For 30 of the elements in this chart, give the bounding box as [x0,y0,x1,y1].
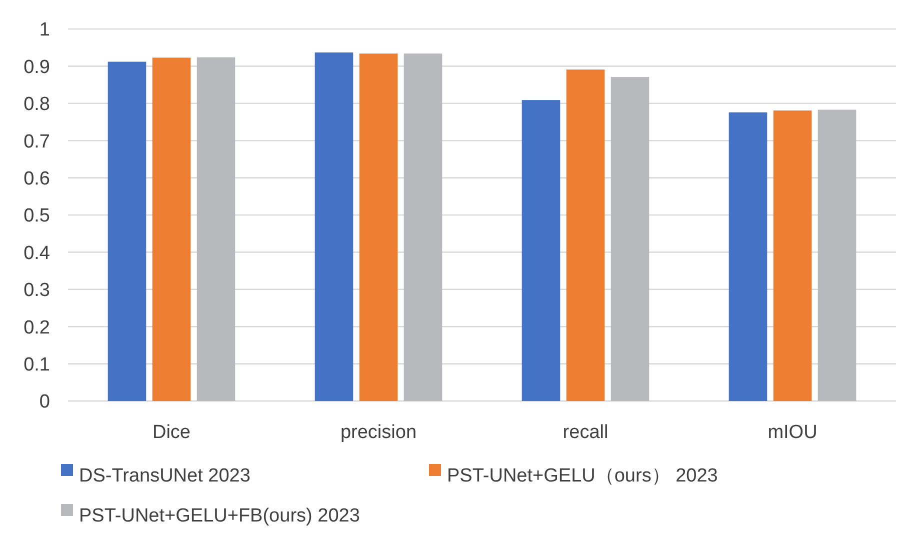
bar [610,76,650,401]
bar [196,57,236,401]
x-tick-label: Dice [152,422,191,443]
y-tick-label: 0.3 [24,280,50,302]
x-tick-label: mIOU [768,422,818,443]
legend-label: PST-UNet+GELU（ours） 2023 [447,466,718,487]
bar [404,54,442,401]
y-tick-label: 0 [39,392,50,413]
x-tick-label: recall [562,422,608,443]
bar [152,58,191,401]
bar [108,62,146,401]
y-tick-label: 0.8 [24,94,50,116]
y-tick-label: 0.7 [24,131,50,152]
x-tick-label: precision [340,422,417,443]
y-tick-label: 0.6 [24,168,50,190]
bar [773,110,812,401]
bar [566,70,605,401]
bar [359,54,398,401]
bar [522,100,560,401]
bar [818,110,856,401]
y-tick-label: 0.2 [24,317,50,338]
bar [314,52,354,401]
y-tick-label: 1 [39,20,50,41]
legend-label: DS-TransUNet 2023 [79,466,250,487]
legend-label: PST-UNet+GELU+FB(ours) 2023 [79,506,360,527]
y-tick-label: 0.5 [24,206,50,227]
y-tick-label: 0.9 [24,56,50,78]
y-tick-label: 0.4 [24,242,50,264]
bar [728,112,768,401]
y-tick-label: 0.1 [24,354,50,376]
